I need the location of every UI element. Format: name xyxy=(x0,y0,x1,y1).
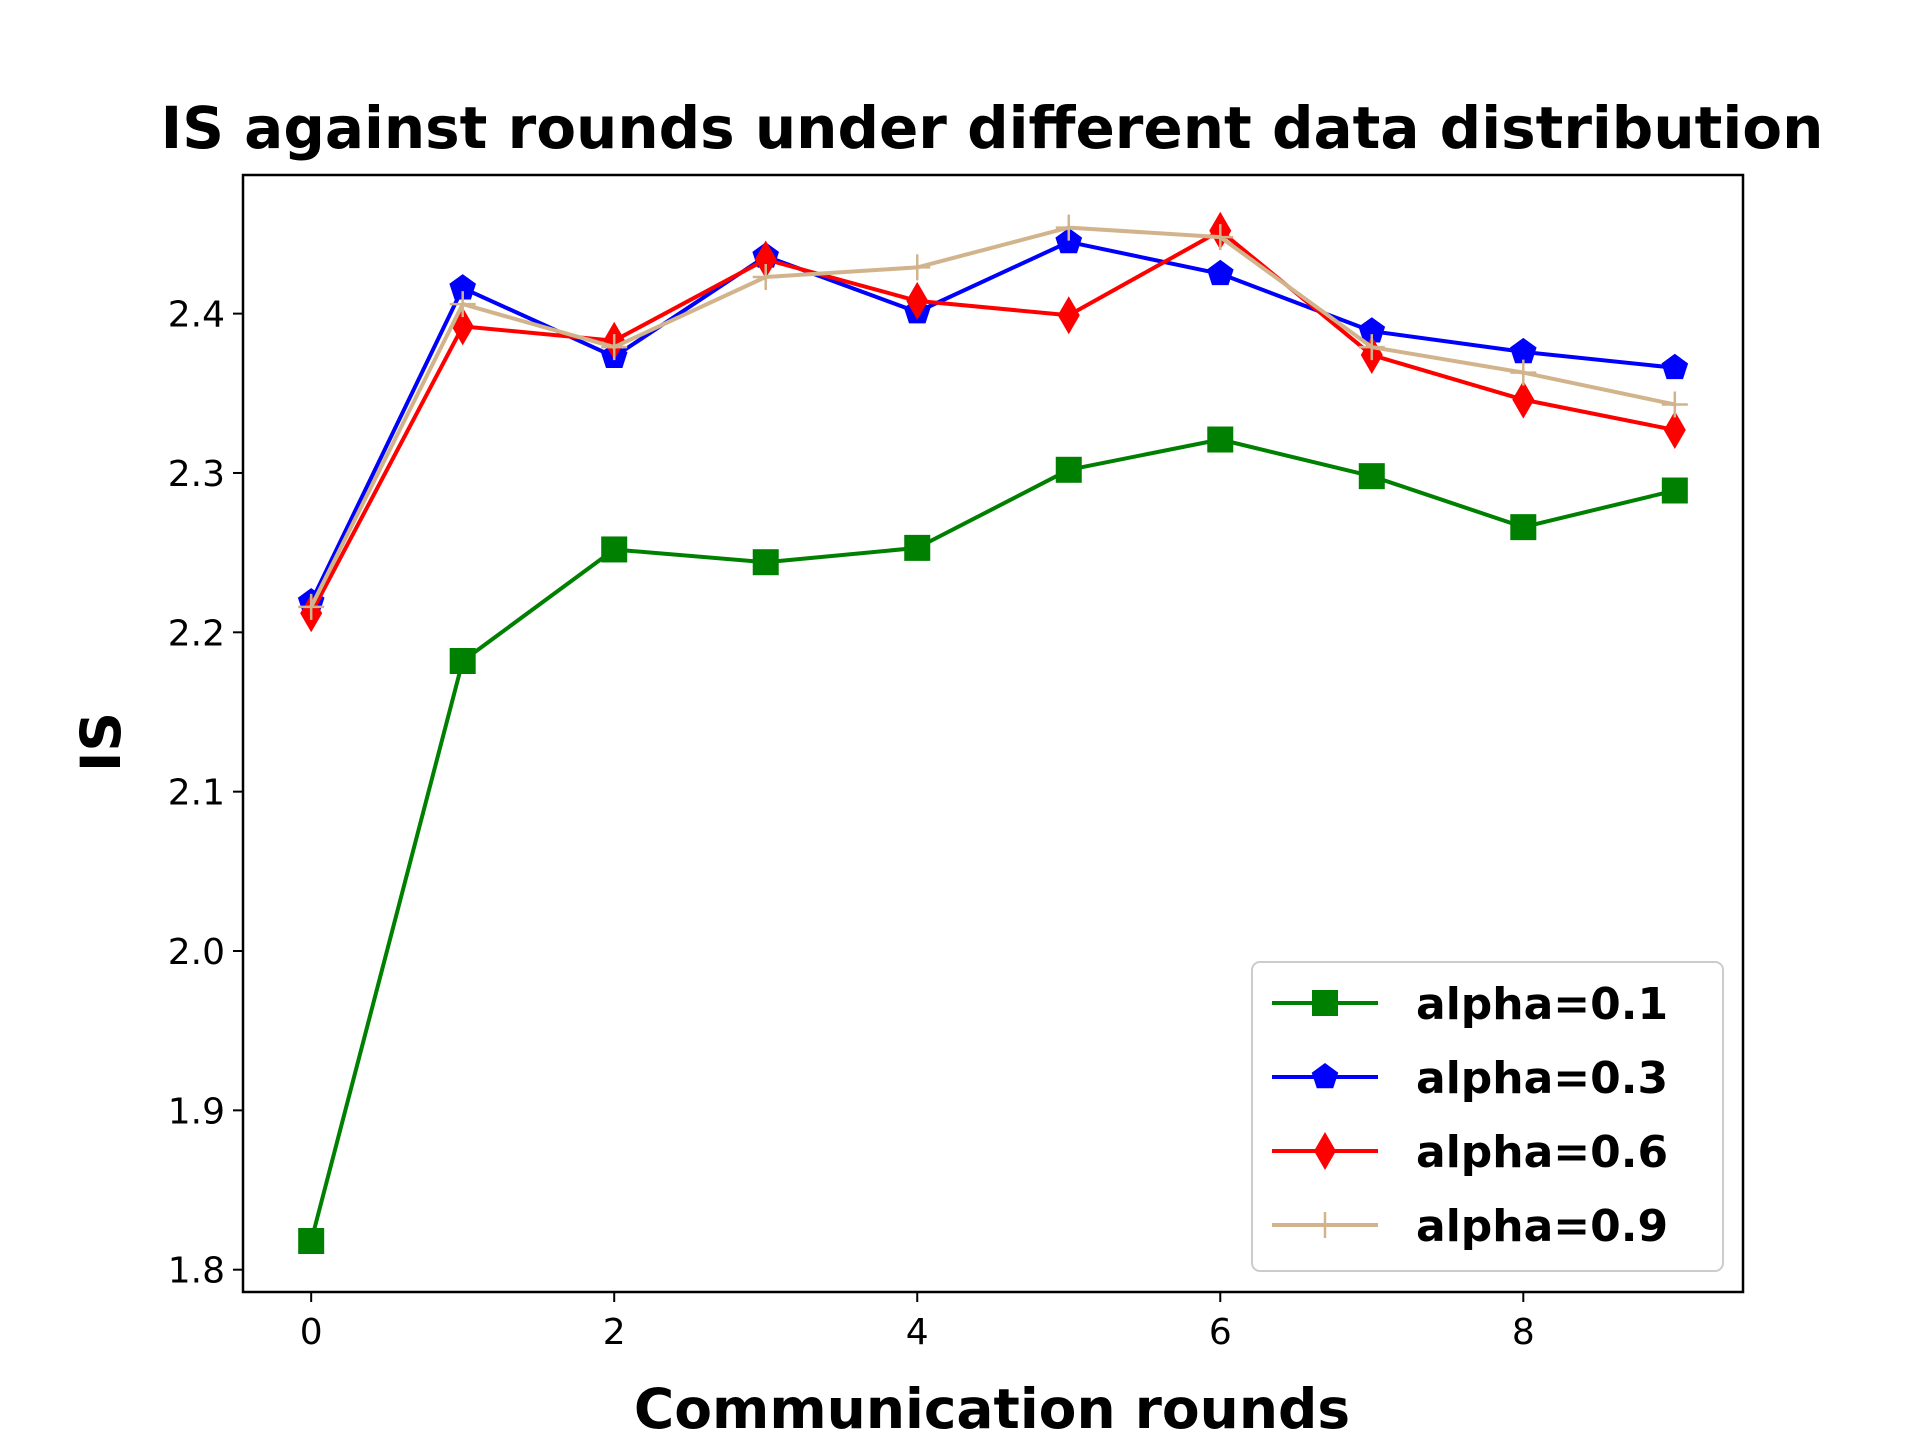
legend: alpha=0.1 alpha=0.3 alpha=0.6 alpha=0.9 xyxy=(1251,961,1724,1272)
data-point xyxy=(752,263,779,290)
legend-label: alpha=0.1 xyxy=(1416,979,1668,1030)
series-group xyxy=(297,211,1689,1255)
y-axis: 1.8 1.9 2.0 2.1 2.2 2.3 2.4 xyxy=(168,295,243,1292)
data-point xyxy=(1510,337,1537,364)
y-tick-label: 2.2 xyxy=(168,613,225,654)
y-tick-label: 2.3 xyxy=(168,454,225,495)
legend-marker xyxy=(1312,990,1338,1016)
y-tick-label: 2.4 xyxy=(168,295,225,336)
data-point xyxy=(1055,456,1082,483)
legend-item: alpha=0.9 xyxy=(1272,1201,1668,1252)
chart-title: IS against rounds under different data d… xyxy=(161,94,1824,162)
x-tick-label: 0 xyxy=(300,1312,323,1353)
data-point xyxy=(1207,426,1234,453)
data-point xyxy=(298,593,325,620)
y-tick-label: 2.0 xyxy=(168,932,225,973)
plot-frame xyxy=(241,173,1745,1294)
data-point xyxy=(1207,259,1234,286)
legend-item: alpha=0.1 xyxy=(1272,979,1668,1030)
data-point xyxy=(904,254,931,281)
data-point xyxy=(1661,477,1688,504)
x-tick-label: 8 xyxy=(1512,1312,1535,1353)
legend-label: alpha=0.9 xyxy=(1416,1201,1668,1252)
x-axis: 0 2 4 6 8 xyxy=(300,1292,1535,1353)
legend-item: alpha=0.3 xyxy=(1272,1053,1668,1104)
series-alpha-0-1 xyxy=(298,426,1688,1255)
legend-item: alpha=0.6 xyxy=(1272,1127,1668,1178)
x-tick-label: 4 xyxy=(906,1312,929,1353)
data-point xyxy=(1661,391,1688,418)
legend-marker xyxy=(1312,1212,1338,1238)
legend-marker xyxy=(1311,1063,1339,1089)
data-point xyxy=(754,240,777,279)
y-axis-label: IS xyxy=(69,712,133,772)
data-point xyxy=(1358,317,1386,343)
data-point xyxy=(1512,380,1535,419)
legend-frame xyxy=(1251,961,1724,1272)
plot-area xyxy=(241,173,1745,1294)
data-point xyxy=(904,534,931,561)
legend-label: alpha=0.6 xyxy=(1416,1127,1668,1178)
data-point xyxy=(449,291,476,318)
y-tick-label: 2.1 xyxy=(168,773,225,814)
data-point xyxy=(1661,353,1689,380)
series-line xyxy=(309,225,1676,608)
legend-marker xyxy=(1314,1132,1336,1170)
data-point xyxy=(1358,463,1385,490)
series-line xyxy=(309,239,1676,603)
series-alpha-0-3 xyxy=(297,227,1689,614)
series-line xyxy=(309,228,1676,615)
series-alpha-0-9 xyxy=(298,214,1688,620)
series-line xyxy=(309,437,1676,1242)
data-point xyxy=(1057,296,1080,335)
data-point xyxy=(601,536,628,563)
legend-label: alpha=0.3 xyxy=(1416,1053,1668,1104)
x-tick-label: 2 xyxy=(603,1312,626,1353)
data-point xyxy=(752,549,779,576)
x-axis-label: Communication rounds xyxy=(634,1377,1350,1440)
data-point xyxy=(1510,514,1537,541)
data-point xyxy=(601,334,628,361)
data-point xyxy=(1663,410,1686,449)
data-point xyxy=(1207,224,1234,251)
data-point xyxy=(449,647,476,674)
data-point xyxy=(449,274,476,300)
data-point xyxy=(1510,359,1537,386)
data-point xyxy=(906,281,929,320)
y-tick-label: 1.9 xyxy=(168,1091,225,1132)
data-point xyxy=(1055,214,1082,241)
x-tick-label: 6 xyxy=(1209,1312,1232,1353)
y-tick-label: 1.8 xyxy=(168,1251,225,1292)
data-point xyxy=(1055,227,1083,254)
data-point xyxy=(1358,334,1385,361)
data-point xyxy=(298,1228,325,1255)
